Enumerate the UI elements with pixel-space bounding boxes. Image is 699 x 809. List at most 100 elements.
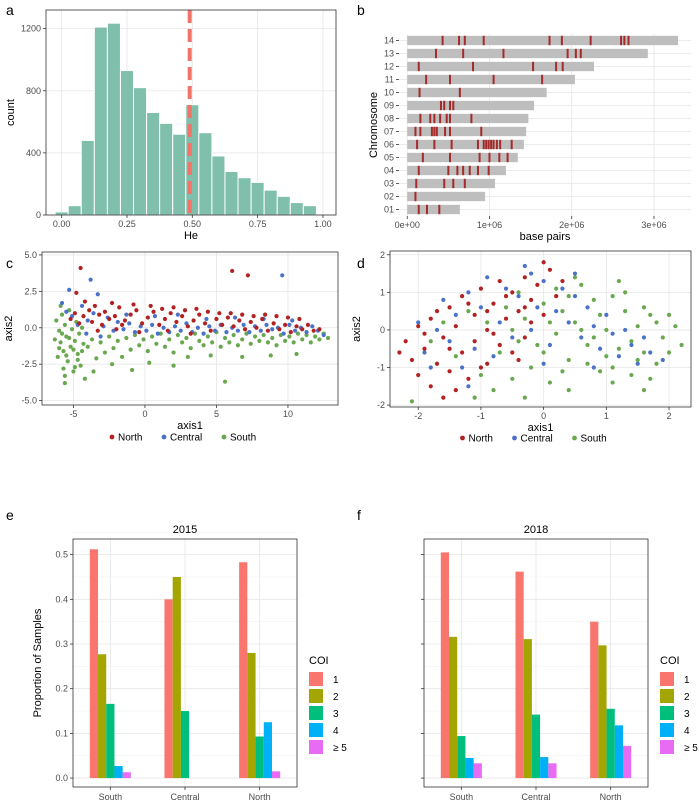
scatter-point-south: [485, 320, 490, 325]
scatter-point-north: [174, 319, 179, 325]
scatter-point-south: [623, 309, 628, 314]
scatter-point-north: [117, 305, 122, 310]
scatter-point-south: [111, 346, 116, 351]
x-tick-label: Central: [521, 792, 550, 802]
legend-label-coi: 2: [333, 692, 339, 703]
coi-bar: [449, 636, 458, 779]
panel-letter-d: d: [357, 255, 365, 271]
scatter-point-central: [79, 303, 85, 309]
scatter-point-south: [585, 361, 590, 366]
scatter-point-south: [124, 335, 129, 341]
plot-background: [42, 252, 338, 405]
variant-marker: [438, 204, 441, 215]
scatter-point-north: [242, 327, 248, 332]
scatter-point-south: [579, 282, 584, 287]
y-tick-label: 0.4: [55, 594, 68, 604]
scatter-point-south: [294, 351, 299, 357]
legend-key-coi: [309, 689, 323, 703]
scatter-point-south: [185, 354, 190, 360]
scatter-point-central: [422, 350, 427, 355]
histogram-bar: [211, 155, 226, 216]
plot-background: [390, 251, 691, 407]
scatter-point-central: [635, 361, 640, 366]
scatter-point-north: [522, 335, 527, 340]
coi-bar: [590, 621, 599, 779]
variant-marker: [448, 74, 451, 85]
legend-key-south: [221, 434, 227, 440]
scatter-point-north: [472, 339, 477, 344]
histogram-bar: [237, 177, 252, 216]
scatter-point-central: [155, 331, 160, 336]
variant-marker: [452, 100, 455, 111]
scatter-point-central: [560, 286, 565, 291]
scatter-point-north: [81, 314, 86, 319]
scatter-point-central: [485, 275, 490, 280]
scatter-point-central: [616, 354, 621, 359]
variant-marker: [417, 165, 420, 176]
scatter-point-north: [277, 327, 282, 332]
chromosome-bar: [407, 35, 679, 46]
scatter-point-south: [591, 335, 596, 340]
y-tick-label: 03: [384, 179, 394, 189]
histogram-bar: [250, 181, 265, 216]
scatter-point-central: [127, 321, 132, 326]
scatter-point-north: [188, 331, 193, 336]
histogram-bar: [106, 22, 121, 216]
scatter-point-north: [202, 321, 208, 326]
x-tick-label: 2e+06: [559, 220, 584, 230]
scatter-point-north: [409, 357, 415, 363]
variant-marker: [627, 35, 630, 46]
variant-marker: [510, 139, 513, 150]
scatter-point-south: [610, 380, 615, 385]
scatter-point-south: [547, 380, 553, 385]
scatter-point-north: [422, 346, 427, 351]
variant-marker: [555, 61, 558, 72]
variant-marker: [548, 35, 551, 46]
variant-marker: [425, 74, 428, 85]
y-tick-label: 1: [380, 287, 385, 297]
legend-key-coi: [309, 706, 323, 720]
variant-marker: [448, 113, 451, 124]
scatter-point-central: [535, 305, 540, 310]
scatter-point-central: [212, 328, 218, 333]
scatter-point-south: [300, 337, 305, 342]
scatter-point-south: [171, 350, 176, 355]
scatter-point-south: [154, 341, 159, 346]
scatter-point-south: [180, 340, 185, 345]
scatter-point-north: [185, 324, 190, 329]
scatter-point-central: [447, 339, 452, 344]
histogram-bar: [119, 70, 135, 216]
variant-marker: [421, 152, 424, 163]
chromosome-bar: [407, 139, 524, 150]
scatter-point-central: [579, 335, 584, 340]
scatter-point-south: [62, 373, 67, 378]
scatter-point-south: [541, 301, 546, 306]
scatter-point-south: [610, 294, 615, 299]
histogram-bar: [276, 195, 291, 216]
y-axis-title: Chromosome: [368, 92, 380, 158]
variant-marker: [435, 126, 438, 137]
y-tick-label: 02: [384, 192, 394, 202]
plot-border: [389, 250, 692, 408]
y-tick-label: 01: [384, 205, 394, 215]
scatter-point-north: [165, 328, 170, 333]
scatter-point-north: [447, 346, 452, 351]
histogram-bar: [146, 112, 161, 216]
variant-marker: [425, 204, 428, 215]
scatter-point-north: [453, 324, 458, 329]
scatter-point-south: [115, 338, 120, 343]
coi-bar: [523, 639, 532, 779]
scatter-point-south: [222, 335, 228, 341]
scatter-point-north: [254, 325, 259, 330]
scatter-point-central: [434, 327, 440, 333]
scatter-point-south: [231, 332, 236, 338]
scatter-point-south: [572, 275, 578, 280]
scatter-point-south: [222, 379, 228, 384]
x-axis-title: He: [184, 230, 198, 242]
x-tick-label: 1: [604, 411, 609, 421]
variant-marker: [485, 139, 488, 150]
scatter-point-south: [261, 332, 266, 338]
coi-bar: [531, 714, 541, 779]
scatter-point-central: [416, 320, 421, 325]
scatter-point-central: [510, 335, 515, 340]
